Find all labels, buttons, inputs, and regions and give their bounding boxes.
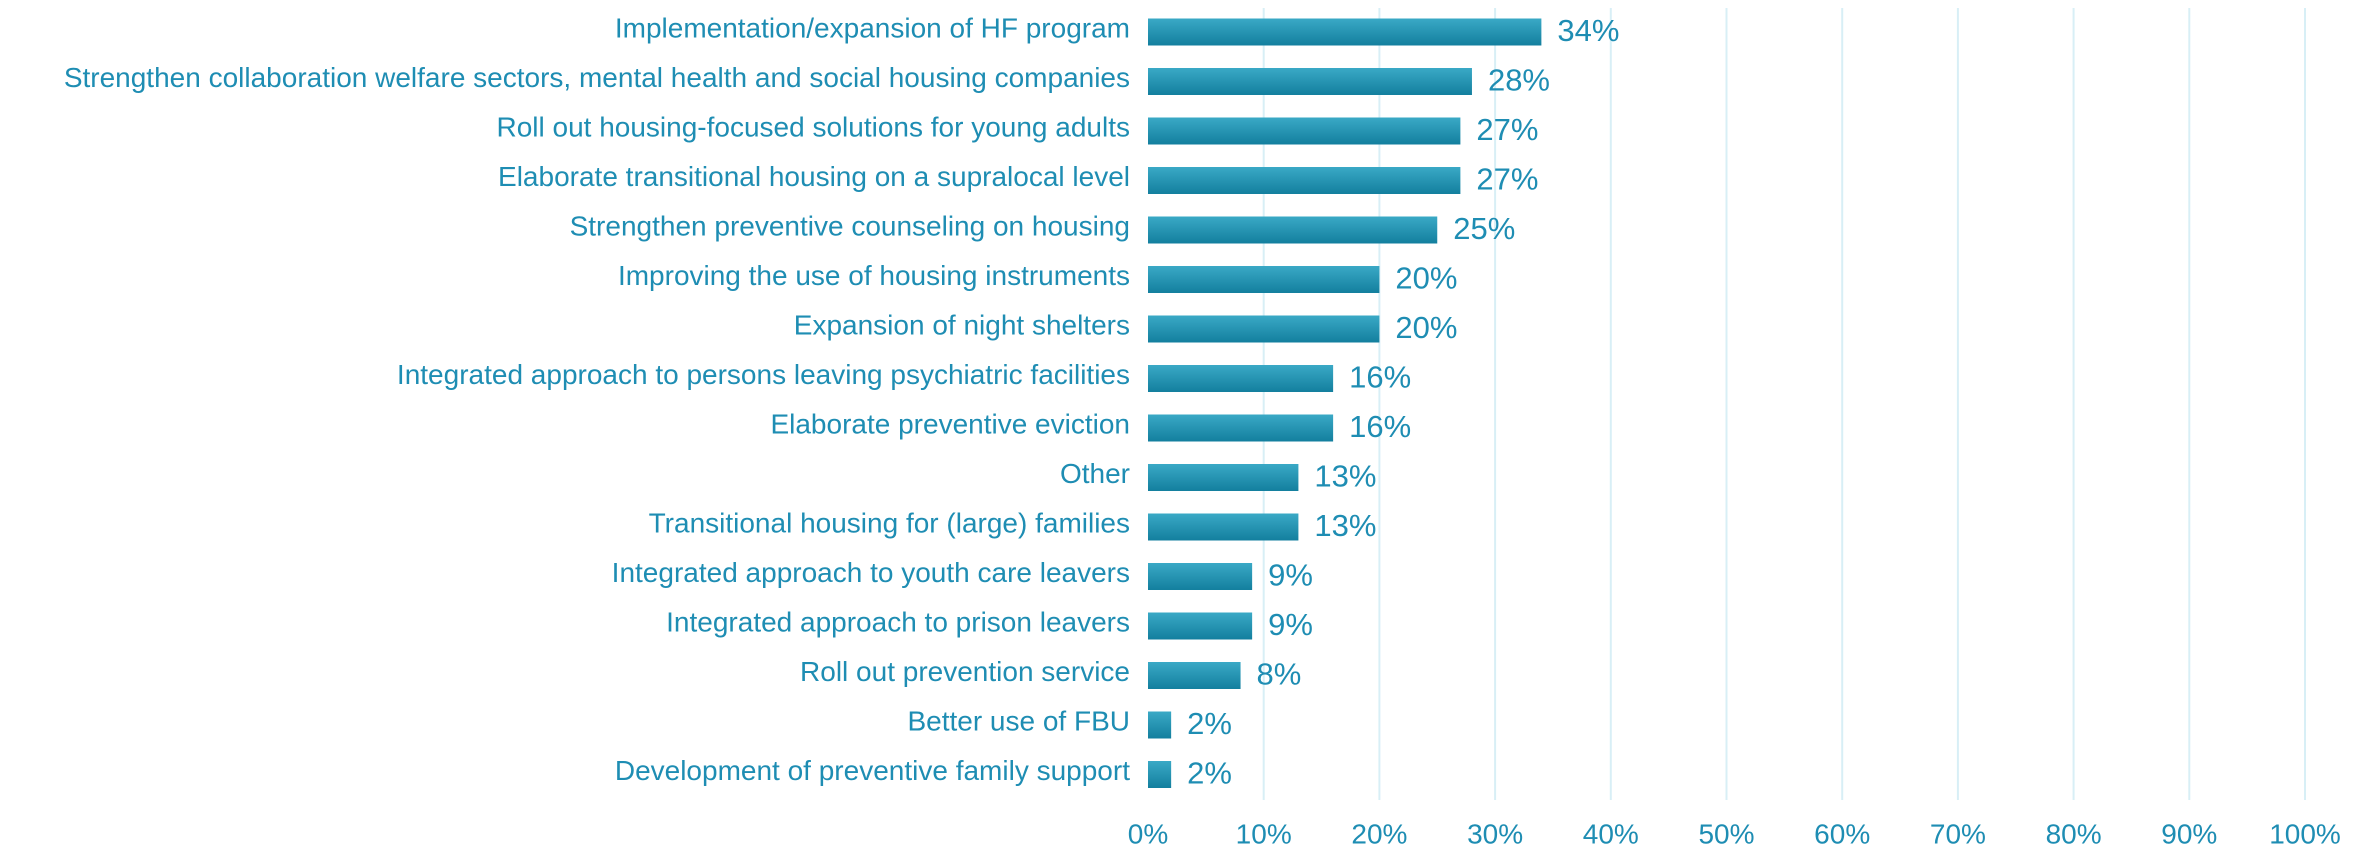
value-label: 9% (1268, 607, 1313, 642)
x-tick-label: 30% (1467, 818, 1523, 849)
x-tick-label: 80% (2046, 818, 2102, 849)
x-tick-label: 100% (2269, 818, 2341, 849)
value-label: 27% (1476, 162, 1538, 197)
y-tick-label: Roll out housing-focused solutions for y… (497, 111, 1131, 142)
x-tick-label: 90% (2161, 818, 2217, 849)
bar (1148, 266, 1380, 293)
bar (1148, 365, 1334, 392)
bar (1148, 216, 1438, 244)
x-tick-label: 60% (1814, 818, 1870, 849)
y-tick-label: Integrated approach to persons leaving p… (397, 359, 1130, 390)
bar (1148, 662, 1241, 689)
x-tick-label: 50% (1698, 818, 1754, 849)
y-tick-label: Improving the use of housing instruments (618, 260, 1130, 291)
x-tick-label: 70% (1930, 818, 1986, 849)
bar (1148, 612, 1253, 640)
value-label: 16% (1349, 360, 1411, 395)
value-label: 16% (1349, 409, 1411, 444)
bar (1148, 414, 1334, 442)
bar (1148, 315, 1380, 343)
value-label: 8% (1257, 657, 1302, 692)
y-tick-label: Other (1060, 458, 1130, 489)
value-label: 27% (1476, 112, 1538, 147)
y-tick-label: Strengthen collaboration welfare sectors… (64, 62, 1130, 93)
y-tick-label: Roll out prevention service (800, 656, 1130, 687)
y-tick-label: Implementation/expansion of HF program (615, 12, 1130, 43)
y-tick-label: Strengthen preventive counseling on hous… (570, 210, 1130, 241)
x-tick-label: 0% (1128, 818, 1168, 849)
bar (1148, 711, 1172, 739)
value-label: 20% (1395, 261, 1457, 296)
y-tick-label: Transitional housing for (large) familie… (649, 507, 1130, 538)
value-label: 13% (1314, 508, 1376, 543)
value-label: 28% (1488, 63, 1550, 98)
y-tick-label: Better use of FBU (907, 705, 1130, 736)
value-label: 34% (1557, 13, 1619, 48)
bar (1148, 117, 1461, 145)
value-label: 9% (1268, 558, 1313, 593)
value-label: 25% (1453, 211, 1515, 246)
y-tick-label: Elaborate preventive eviction (770, 408, 1130, 439)
value-label: 20% (1395, 310, 1457, 345)
x-tick-label: 20% (1351, 818, 1407, 849)
bar (1148, 18, 1542, 46)
value-label: 2% (1187, 756, 1232, 791)
y-tick-label: Integrated approach to youth care leaver… (612, 557, 1130, 588)
value-label: 13% (1314, 459, 1376, 494)
y-tick-label: Expansion of night shelters (794, 309, 1130, 340)
bar (1148, 68, 1472, 95)
bar (1148, 513, 1299, 541)
value-label: 2% (1187, 706, 1232, 741)
x-tick-label: 40% (1583, 818, 1639, 849)
bar (1148, 464, 1299, 491)
y-tick-label: Integrated approach to prison leavers (666, 606, 1130, 637)
bar (1148, 761, 1172, 788)
bar (1148, 167, 1461, 194)
y-tick-label: Elaborate transitional housing on a supr… (498, 161, 1130, 192)
x-tick-label: 10% (1236, 818, 1292, 849)
bar (1148, 563, 1253, 590)
y-tick-label: Development of preventive family support (615, 755, 1130, 786)
